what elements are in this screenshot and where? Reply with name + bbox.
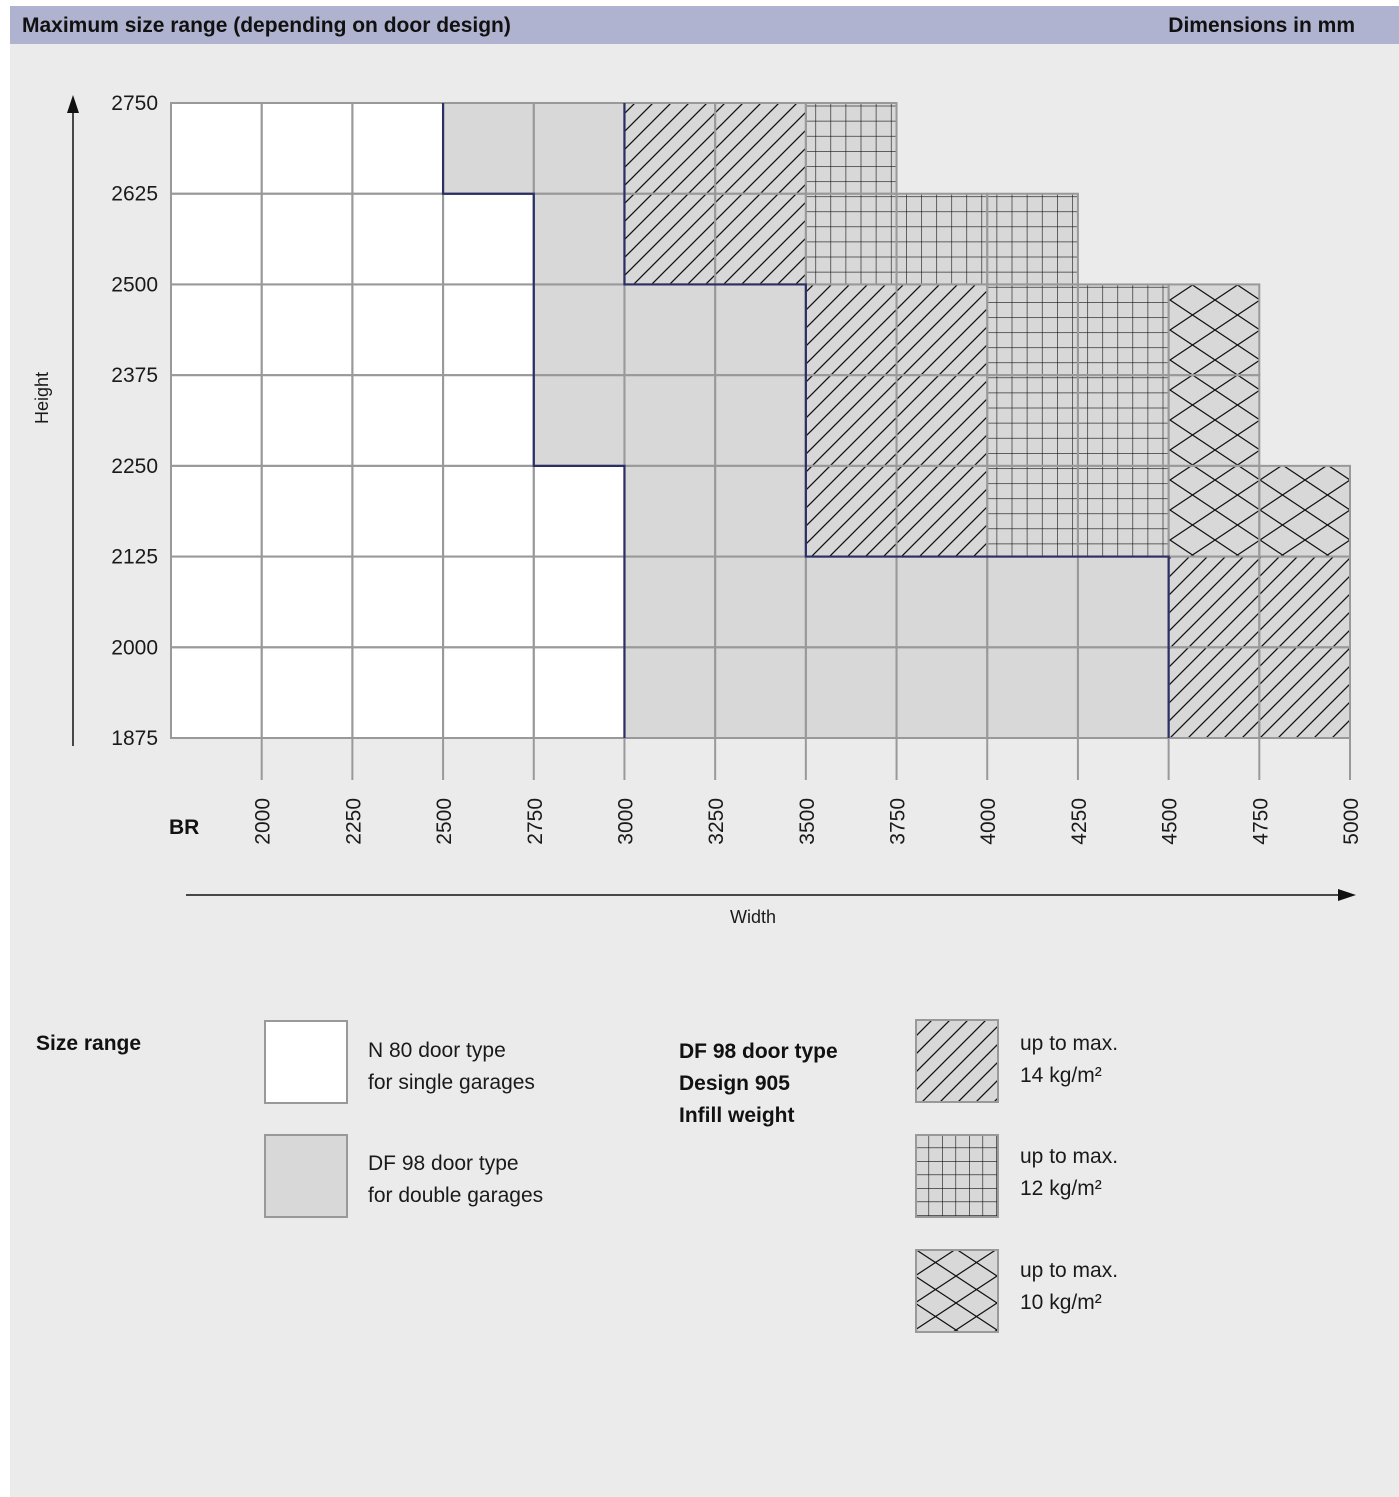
legend-weight-12-line1: up to max. [1020, 1145, 1119, 1168]
y-tick-label: 2125 [111, 546, 158, 569]
legend-df98-line1: DF 98 door type [368, 1152, 519, 1175]
legend-infill-line2: Design 905 [679, 1072, 790, 1095]
x-tick-label: 2000 [252, 798, 275, 845]
legend-weight-14-line1: up to max. [1020, 1032, 1119, 1055]
y-tick-label: 2000 [111, 636, 158, 659]
n80-region-2 [533, 465, 625, 738]
header-bar: Maximum size range (depending on door de… [10, 6, 1399, 44]
legend-diagonal-fill [915, 1019, 999, 1103]
legend-weight-14-line2: 14 kg/m² [1020, 1064, 1102, 1087]
x-tick-label: 2500 [433, 798, 456, 845]
y-tick-label: 2625 [111, 183, 158, 206]
x-tick-label: 2750 [524, 798, 547, 845]
x-tick-label: 4750 [1249, 798, 1272, 845]
legend-n80-line1: N 80 door type [368, 1039, 506, 1062]
x-axis-arrowhead [1338, 889, 1356, 901]
legend-size-range-label: Size range [36, 1032, 142, 1055]
y-tick-label: 1875 [111, 727, 158, 750]
x-tick-label: 3250 [705, 798, 728, 845]
y-tick-label: 2375 [111, 364, 158, 387]
legend-weight-10-line2: 10 kg/m² [1020, 1291, 1102, 1314]
x-axis-label: Width [730, 907, 776, 927]
legend-crosshatch-swatch [915, 1249, 999, 1333]
x-tick-label: 2250 [342, 798, 365, 845]
y-axis-arrowhead [67, 95, 79, 113]
x-tick-label: 3000 [614, 798, 637, 845]
y-tick-label: 2250 [111, 455, 158, 478]
legend-diagonal-swatch [915, 1019, 999, 1103]
legend-infill-line1: DF 98 door type [679, 1040, 838, 1063]
x-tick-label: 3750 [887, 798, 910, 845]
x-axis-prefix: BR [169, 816, 199, 839]
header-title: Maximum size range (depending on door de… [22, 14, 511, 37]
y-tick-label: 2750 [111, 92, 158, 115]
header-units: Dimensions in mm [1168, 14, 1355, 37]
n80-boundary-line [441, 103, 626, 738]
df98-region-4 [533, 193, 625, 466]
x-tick-label: 5000 [1340, 798, 1363, 845]
n80-region-0 [171, 103, 444, 738]
legend-df98-line2: for double garages [368, 1184, 544, 1207]
legend-n80-line2: for single garages [368, 1071, 535, 1094]
legend-crosshatch-fill [915, 1249, 999, 1333]
x-tick-label: 4250 [1068, 798, 1091, 845]
infill-region-grid-2 [805, 193, 1078, 285]
legend-weight-10-line1: up to max. [1020, 1259, 1119, 1282]
x-tick-label: 4500 [1159, 798, 1182, 845]
x-tick-label: 3500 [796, 798, 819, 845]
legend-n80-swatch [264, 1020, 348, 1104]
legend-infill-line3: Infill weight [679, 1104, 795, 1127]
x-tick-label: 4000 [977, 798, 1000, 845]
legend-weight-12-line2: 12 kg/m² [1020, 1177, 1102, 1200]
y-axis-label: Height [32, 372, 52, 424]
legend-grid-swatch [915, 1134, 999, 1218]
legend-grid-fill [915, 1134, 999, 1218]
infill-region-grid-1 [805, 103, 897, 194]
infill-boundary-line [623, 103, 1170, 738]
y-tick-label: 2500 [111, 273, 158, 296]
legend-df98-swatch [264, 1134, 348, 1218]
